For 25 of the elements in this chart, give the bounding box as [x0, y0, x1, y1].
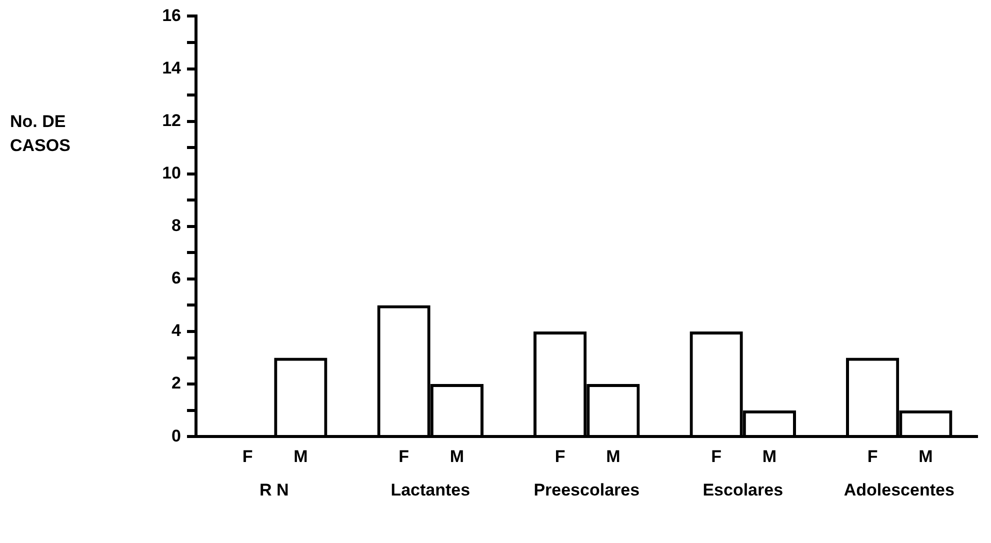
y-tick-label: 12	[162, 110, 181, 130]
text: F	[242, 446, 253, 466]
x-tick-label: Escolares	[702, 480, 784, 500]
series-label: F	[398, 446, 410, 466]
y-tick-label: 6	[172, 268, 181, 288]
text: M	[918, 446, 933, 466]
x-tick-label: R N	[259, 480, 289, 500]
x-tick-label: Lactantes	[390, 480, 470, 500]
text: M	[606, 446, 620, 466]
y-tick-label: 10	[162, 164, 181, 183]
y-tick-label: 16	[162, 6, 181, 25]
text: F	[554, 446, 566, 466]
y-tick-label: 2	[172, 374, 181, 393]
text: F	[711, 446, 722, 466]
text: No. DE CASOS	[10, 112, 70, 156]
text: M	[450, 446, 464, 466]
x-tick-label: Preescolares	[534, 480, 640, 500]
x-tick-label: Adolescentes	[844, 480, 954, 500]
y-tick-label: 14	[162, 58, 182, 78]
y-tick-label: 8	[172, 216, 181, 236]
y-tick-label: 0	[172, 426, 181, 446]
y-tick-label: 4	[172, 321, 182, 340]
text: F	[867, 446, 878, 466]
text: M	[294, 446, 308, 466]
legend-label: M	[762, 446, 777, 466]
